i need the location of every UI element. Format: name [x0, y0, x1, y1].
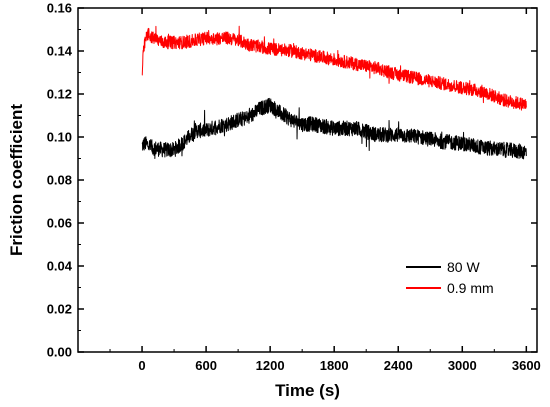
series-layer [141, 25, 527, 160]
series-line-1 [141, 25, 527, 111]
ticks-layer [78, 7, 537, 353]
x-tick-label: 1800 [320, 358, 349, 373]
y-axis-title: Friction coefficient [7, 104, 26, 256]
x-tick-label: 1200 [256, 358, 285, 373]
legend: 80 W 0.9 mm [406, 259, 494, 296]
x-tick-label: 600 [195, 358, 217, 373]
y-tick-label: 0.04 [47, 259, 73, 274]
y-tick-label: 0.00 [47, 345, 72, 360]
plot-frame [77, 7, 538, 353]
y-tick-label: 0.08 [47, 173, 72, 188]
y-tick-label: 0.02 [47, 302, 72, 317]
x-axis-title: Time (s) [275, 381, 340, 400]
tick-labels: 0 600 1200 1800 2400 3000 3600 0.00 0.02 0.04 0.06… [47, 1, 541, 374]
x-tick-label: 2400 [384, 358, 413, 373]
series-line-0 [141, 97, 527, 160]
y-tick-label: 0.12 [47, 87, 72, 102]
y-tick-label: 0.10 [47, 130, 72, 145]
y-tick-label: 0.14 [47, 44, 73, 59]
legend-label-1: 0.9 mm [447, 280, 494, 296]
x-tick-label: 0 [138, 358, 145, 373]
y-tick-label: 0.06 [47, 216, 72, 231]
x-tick-label: 3000 [448, 358, 477, 373]
y-tick-label: 0.16 [47, 1, 72, 16]
legend-label-0: 80 W [447, 259, 480, 275]
x-tick-label: 3600 [512, 358, 541, 373]
